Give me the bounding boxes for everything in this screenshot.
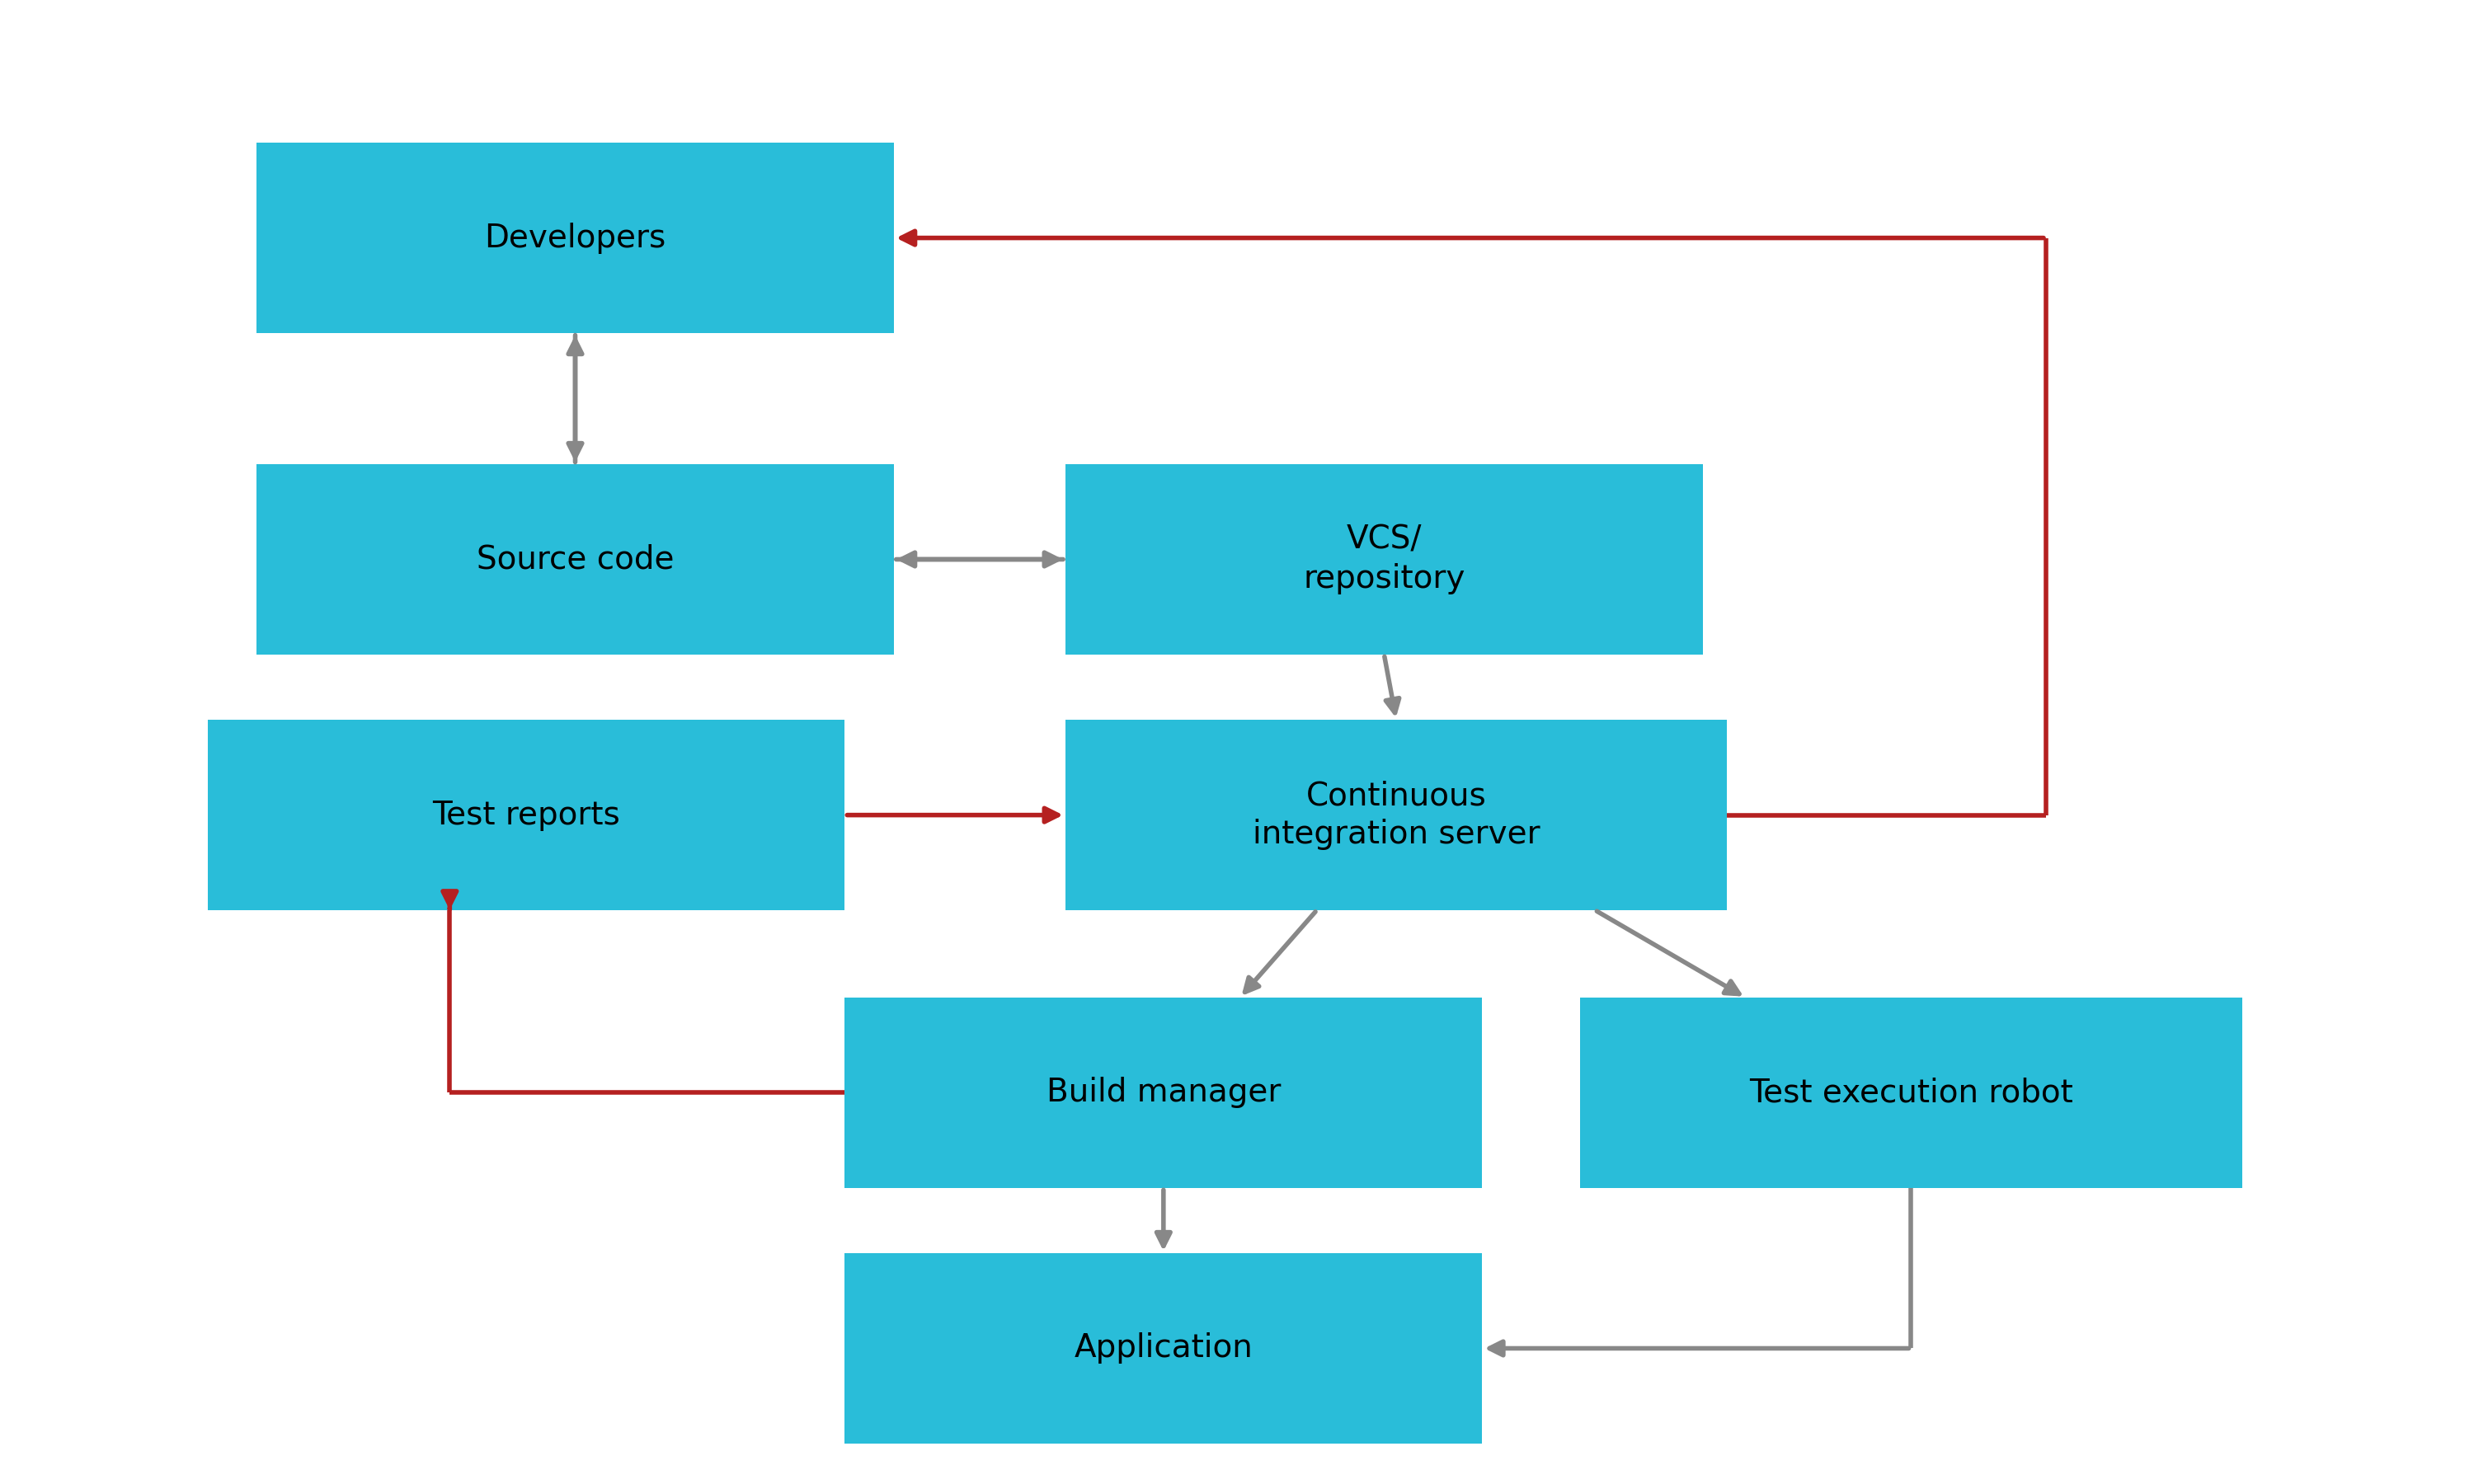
Text: Source code: Source code — [477, 543, 673, 574]
Text: Application: Application — [1074, 1333, 1252, 1364]
FancyBboxPatch shape — [208, 720, 844, 910]
Text: Build manager: Build manager — [1047, 1077, 1282, 1109]
FancyBboxPatch shape — [1066, 720, 1727, 910]
FancyBboxPatch shape — [844, 997, 1482, 1187]
Text: Test execution robot: Test execution robot — [1749, 1077, 2073, 1109]
Text: Test reports: Test reports — [433, 800, 621, 831]
Text: VCS/
repository: VCS/ repository — [1304, 524, 1465, 595]
FancyBboxPatch shape — [257, 142, 893, 332]
FancyBboxPatch shape — [1066, 464, 1702, 654]
Text: Continuous
integration server: Continuous integration server — [1252, 781, 1541, 850]
FancyBboxPatch shape — [1581, 997, 2241, 1187]
FancyBboxPatch shape — [844, 1254, 1482, 1444]
FancyBboxPatch shape — [257, 464, 893, 654]
Text: Developers: Developers — [485, 223, 666, 254]
